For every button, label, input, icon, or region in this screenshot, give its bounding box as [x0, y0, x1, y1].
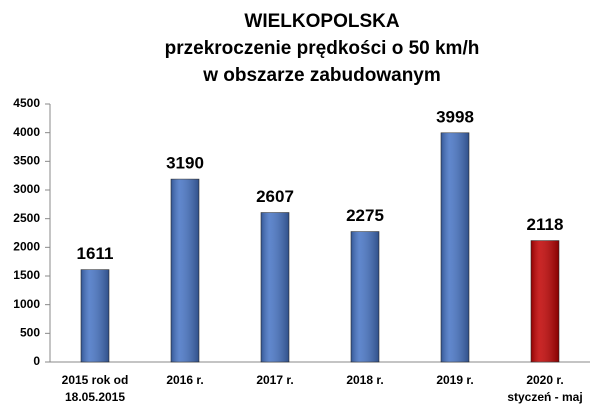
y-tick-label: 4000: [13, 125, 40, 139]
x-tick-label: 2019 r.: [436, 373, 473, 387]
data-label: 2118: [527, 215, 564, 234]
bar-shade: [261, 212, 289, 362]
bar-shade: [351, 231, 379, 362]
x-tick-label: 2017 r.: [256, 373, 293, 387]
y-tick-label: 1000: [13, 297, 40, 311]
bar-shade: [81, 269, 109, 362]
y-tick-label: 0: [33, 354, 40, 368]
data-label: 2275: [346, 206, 384, 225]
bar-shade: [531, 240, 559, 362]
data-label: 3190: [166, 154, 204, 173]
chart-title: WIELKOPOLSKA: [244, 11, 399, 32]
y-tick-label: 2500: [13, 211, 40, 225]
y-tick-label: 3500: [13, 154, 40, 168]
chart-title: przekroczenie prędkości o 50 km/h: [165, 38, 480, 59]
y-tick-label: 4500: [13, 96, 40, 110]
x-tick-label: 2020 r.: [526, 373, 563, 387]
x-tick-label: 18.05.2015: [65, 390, 125, 404]
chart-title: w obszarze zabudowanym: [202, 65, 441, 86]
x-tick-label: 2015 rok od: [62, 373, 129, 387]
y-tick-label: 500: [20, 326, 40, 340]
data-label: 1611: [77, 244, 114, 263]
x-tick-label: 2016 r.: [166, 373, 203, 387]
bar-shade: [441, 132, 469, 362]
y-tick-label: 2000: [13, 240, 40, 254]
y-tick-label: 1500: [13, 268, 40, 282]
data-label: 3998: [436, 107, 474, 126]
x-tick-label: 2018 r.: [346, 373, 383, 387]
x-tick-label: styczeń - maj: [507, 390, 582, 404]
data-label: 2607: [256, 187, 294, 206]
bar-shade: [171, 179, 199, 362]
y-tick-label: 3000: [13, 182, 40, 196]
